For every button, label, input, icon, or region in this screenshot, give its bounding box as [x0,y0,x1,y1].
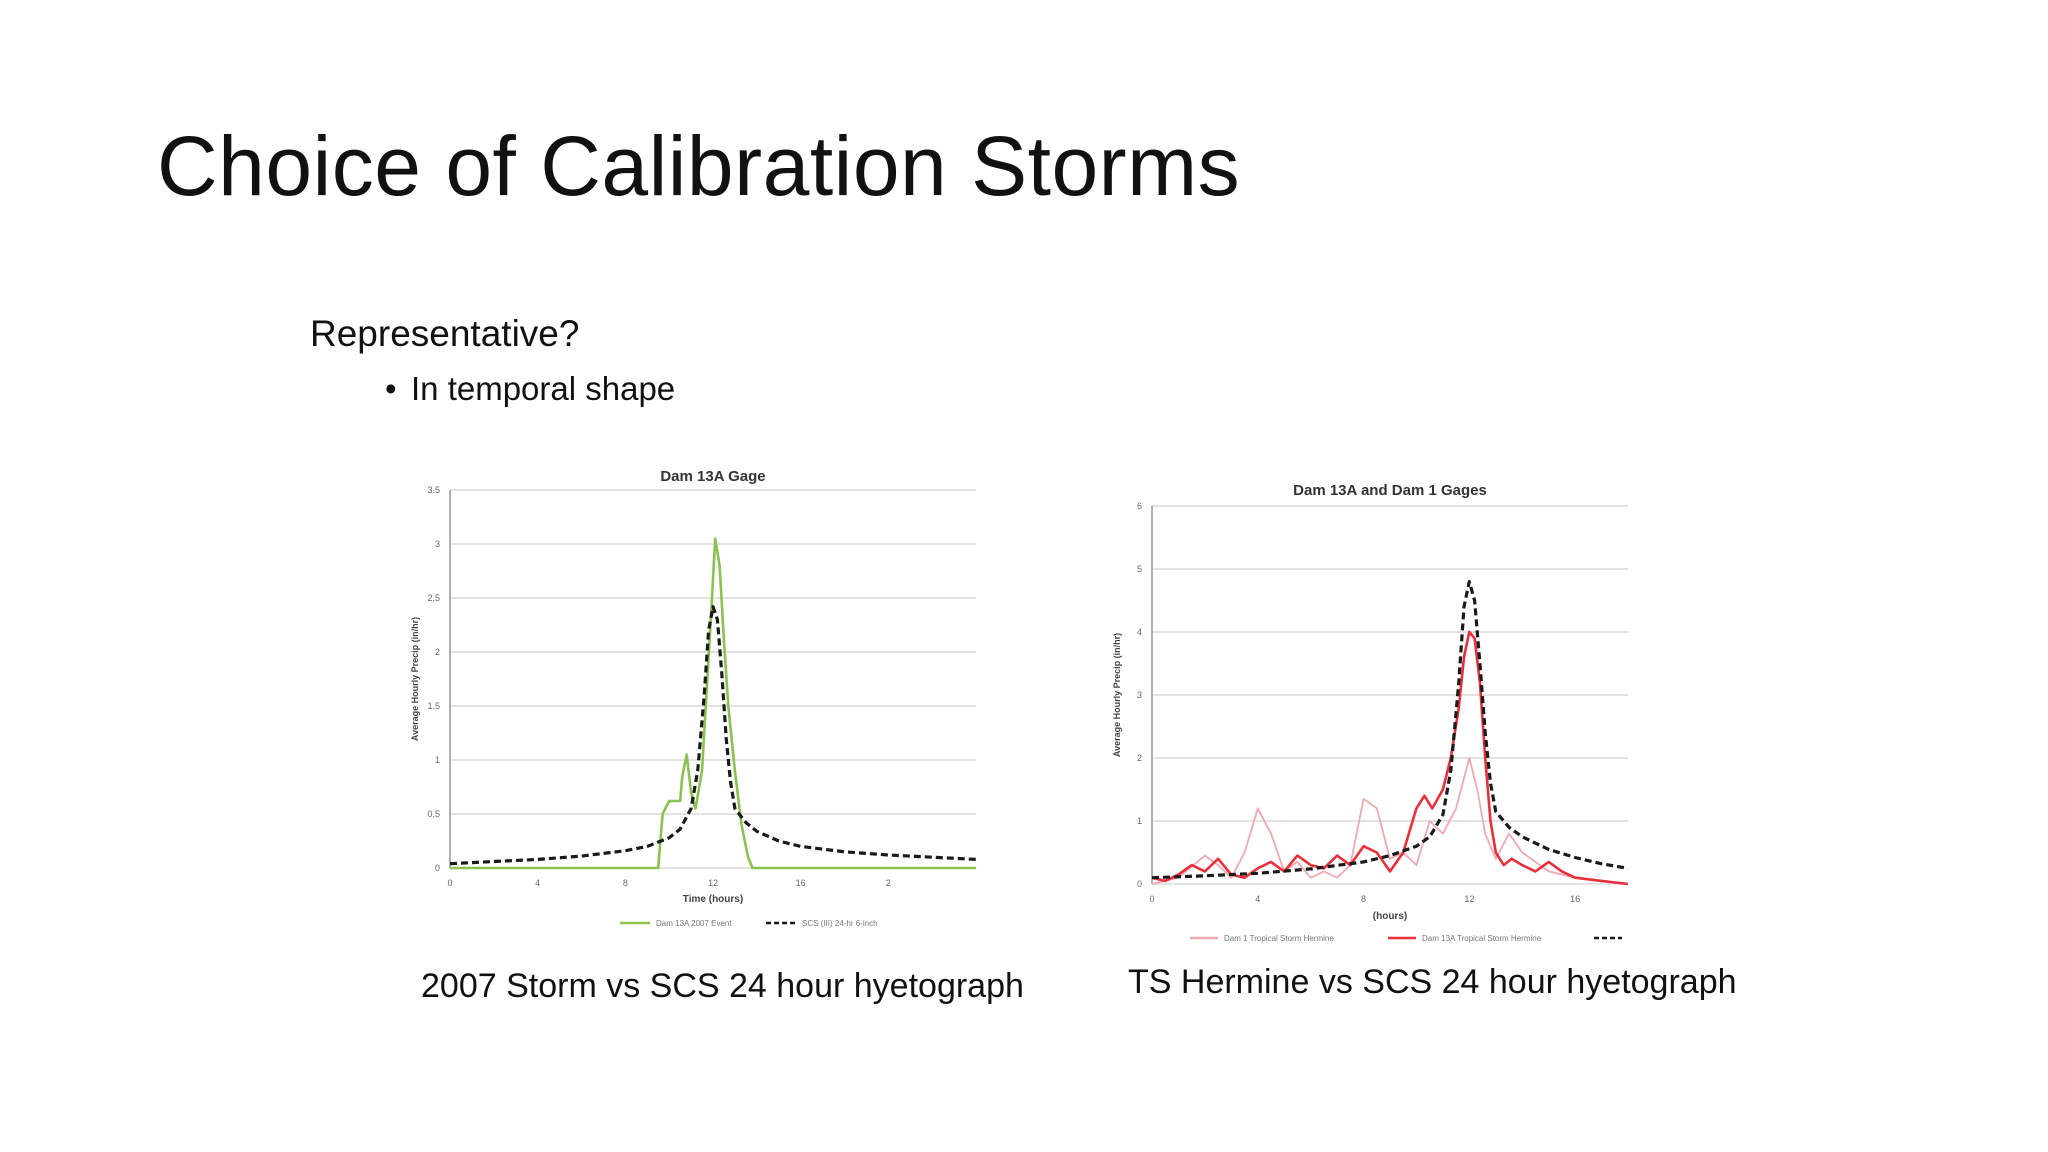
y-tick-label: 0 [435,863,440,873]
y-tick-label: 2 [435,647,440,657]
subheading: Representative? [310,313,580,354]
slide-title: Choice of Calibration Storms [157,119,1241,213]
y-tick-label: 4 [1137,627,1142,637]
y-tick-label: 1 [435,755,440,765]
y-tick-label: 2.5 [427,593,440,603]
bullet-item: • In temporal shape [385,370,675,408]
y-axis-label: Average Hourly Precip (in/hr) [1112,633,1122,757]
x-tick-label: 0 [447,878,452,888]
y-tick-label: 6 [1137,501,1142,511]
chart-dam-13a-gage: 0 0.5 1 1.5 2 2.5 3 3.5 0 4 8 12 16 2 Dam 13A Gage Time… [410,468,977,928]
y-tick-label: 0.5 [427,809,440,819]
y-axis-label: Average Hourly Precip (in/hr) [410,617,420,741]
x-axis-label: Time (hours) [683,894,743,905]
x-tick-label: 12 [708,878,718,888]
x-tick-label: 12 [1464,894,1474,904]
y-tick-label: 3.5 [427,485,440,495]
chart-title: Dam 13A Gage [660,468,765,485]
series-line-dam-1-tropical-storm-hermine [1151,757,1629,885]
legend-label: Dam 13A Tropical Storm Hermine [1422,934,1542,943]
y-tick-label: 0 [1137,879,1142,889]
x-tick-label: 0 [1149,894,1154,904]
y-tick-label: 3 [1137,690,1142,700]
legend-label: SCS (III) 24-hr 6-inch [802,919,878,928]
series-line-dam-13a-tropical-storm-hermine [1151,630,1629,886]
chart-title: Dam 13A and Dam 1 Gages [1293,482,1487,499]
bullet-marker: • [385,370,397,407]
x-tick-label: 2 [886,878,891,888]
caption-ts-hermine: TS Hermine vs SCS 24 hour hyetograph [1128,963,1737,1001]
y-tick-label: 5 [1137,564,1142,574]
y-tick-label: 3 [435,539,440,549]
x-axis-label: (hours) [1373,911,1407,922]
series-line-dam-13a-2007-event [450,537,976,870]
x-tick-label: 16 [796,878,806,888]
bullet-text: In temporal shape [411,370,676,407]
series-line-scs-dashed [1151,580,1629,880]
legend-label: Dam 13A 2007 Event [656,919,732,928]
y-tick-label: 1.5 [427,701,440,711]
x-tick-label: 16 [1570,894,1580,904]
series-line-scs-iii-24-hr-6-inch [449,605,977,866]
y-tick-label: 1 [1137,816,1142,826]
y-tick-label: 2 [1137,753,1142,763]
x-tick-label: 4 [535,878,540,888]
caption-2007-storm: 2007 Storm vs SCS 24 hour hyetograph [421,967,1024,1005]
x-tick-label: 8 [623,878,628,888]
x-tick-label: 8 [1361,894,1366,904]
x-tick-label: 4 [1255,894,1260,904]
legend-label: Dam 1 Tropical Storm Hermine [1224,934,1334,943]
